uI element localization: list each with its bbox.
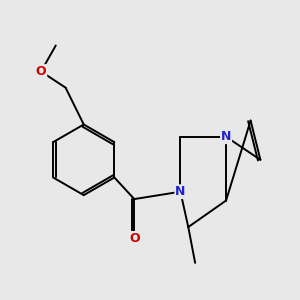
Text: N: N	[175, 185, 186, 198]
Text: O: O	[36, 65, 46, 78]
Text: N: N	[221, 130, 231, 143]
Text: O: O	[129, 232, 140, 245]
